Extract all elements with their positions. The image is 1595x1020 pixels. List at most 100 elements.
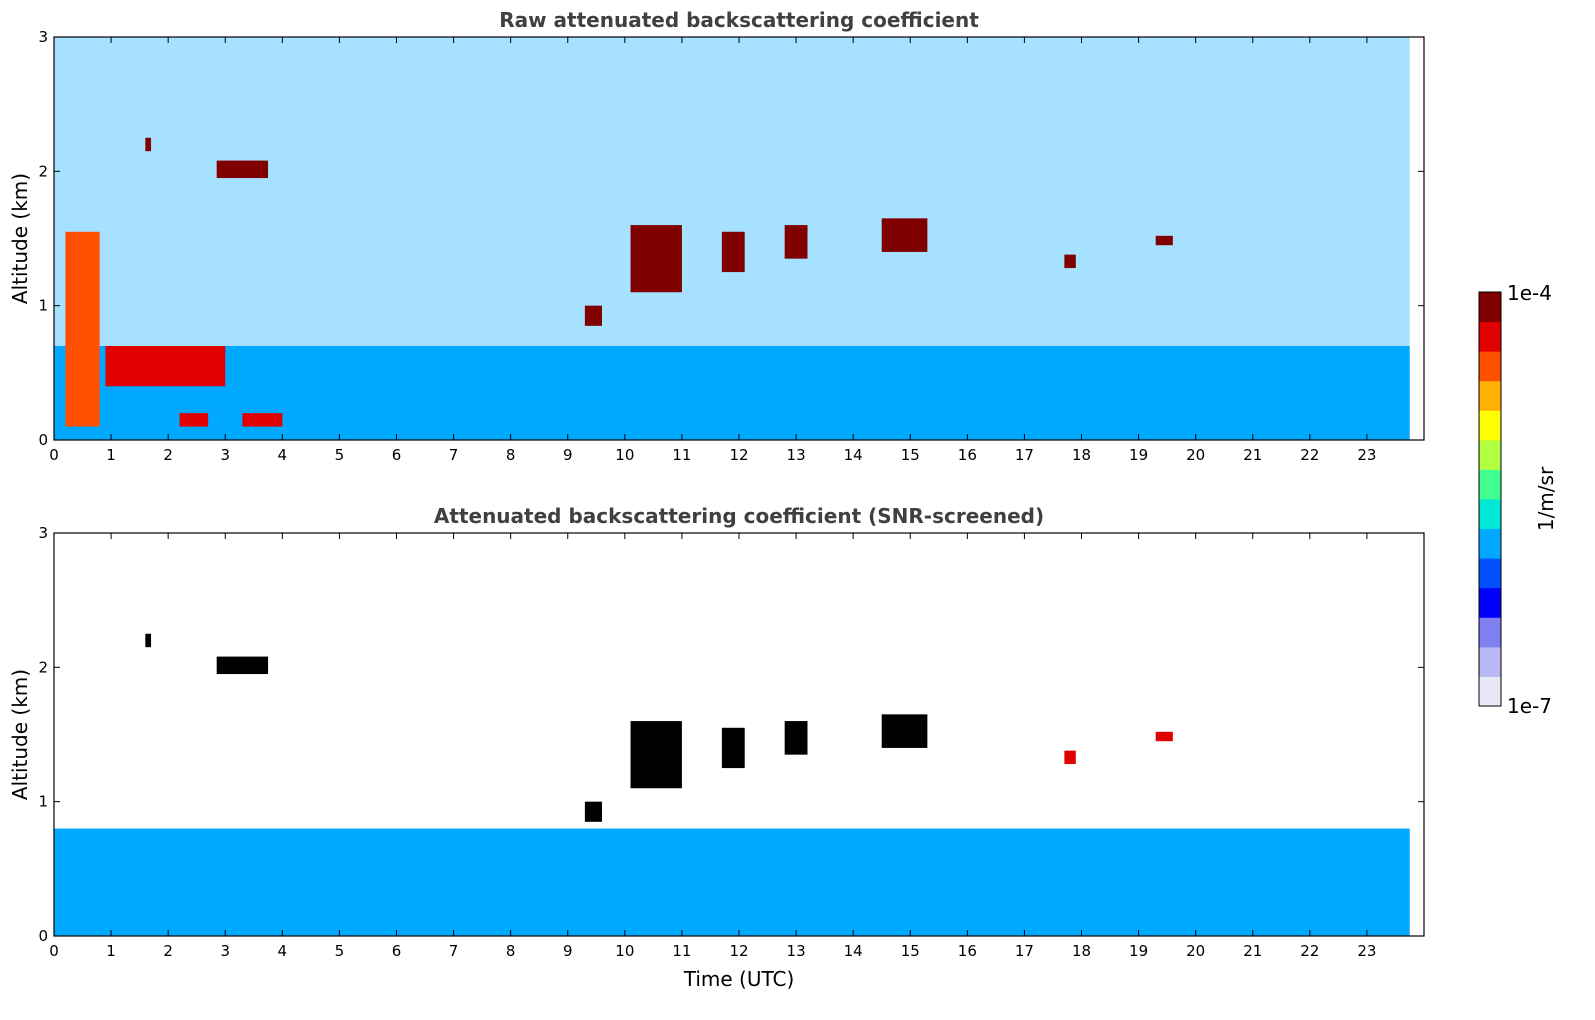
x-tick-label: 3 (220, 942, 230, 960)
y-tick-label: 2 (38, 658, 48, 676)
x-tick-label: 2 (163, 446, 173, 464)
colorbar-swatch (1479, 587, 1501, 618)
bottom-panel-heatmap (54, 633, 1410, 936)
colorbar-swatch (1479, 410, 1501, 441)
x-tick-label: 15 (901, 942, 920, 960)
x-tick-label: 9 (563, 942, 573, 960)
y-tick-label: 2 (38, 162, 48, 180)
heatmap-boundary-layer (54, 828, 1410, 936)
heatmap-cloud-layer (105, 345, 226, 387)
x-tick-label: 12 (729, 446, 748, 464)
y-tick-label: 1 (38, 297, 48, 315)
y-tick-label: 1 (38, 793, 48, 811)
x-tick-label: 1 (106, 942, 116, 960)
heatmap-cloud-layer (584, 305, 602, 326)
x-tick-label: 5 (335, 942, 345, 960)
y-tick-label: 0 (38, 431, 48, 449)
x-tick-label: 19 (1129, 446, 1148, 464)
x-tick-label: 23 (1357, 942, 1376, 960)
colorbar-swatch (1479, 558, 1501, 589)
top-panel-title: Raw attenuated backscattering coefficien… (499, 8, 979, 32)
colorbar-swatch (1479, 469, 1501, 500)
x-tick-label: 16 (958, 446, 977, 464)
x-tick-label: 2 (163, 942, 173, 960)
heatmap-cloud-layer (1155, 235, 1173, 246)
x-tick-label: 6 (392, 446, 402, 464)
x-tick-label: 10 (615, 446, 634, 464)
heatmap-cloud-layer (216, 656, 269, 675)
heatmap-cloud-layer (784, 225, 808, 259)
bottom-panel-x-ticks: 0 1 2 3 4 5 6 7 8 9 10 11 12 13 14 15 16 17 18 19 20 21 22 23 (49, 533, 1376, 960)
bottom-panel-y-axis-label: Altitude (km) (8, 669, 32, 800)
top-panel-y-ticks: 0 1 2 3 (38, 28, 1424, 449)
heatmap-cloud-layer (721, 727, 745, 769)
y-tick-label: 3 (38, 28, 48, 46)
heatmap-cloud-layer (784, 721, 808, 755)
heatmap-cloud-layer (630, 721, 682, 789)
x-tick-label: 7 (449, 942, 459, 960)
top-panel-heatmap (54, 37, 1410, 440)
heatmap-cloud-layer (65, 231, 100, 427)
colorbar-swatch (1479, 528, 1501, 559)
x-tick-label: 0 (49, 942, 59, 960)
bottom-panel-title: Attenuated backscattering coefficient (S… (434, 504, 1044, 528)
heatmap-cloud-layer (721, 231, 745, 273)
x-tick-label: 11 (672, 942, 691, 960)
bottom-panel: Attenuated backscattering coefficient (S… (8, 504, 1425, 991)
x-tick-label: 23 (1357, 446, 1376, 464)
colorbar-swatch (1479, 351, 1501, 382)
colorbar-swatch (1479, 321, 1501, 352)
colorbar-swatch (1479, 617, 1501, 648)
x-tick-label: 17 (1015, 446, 1034, 464)
top-panel-y-axis-label: Altitude (km) (8, 173, 32, 304)
x-tick-label: 14 (844, 942, 863, 960)
x-tick-label: 18 (1072, 446, 1091, 464)
colorbar: 1e-4 1e-7 1/m/sr (1478, 281, 1558, 718)
x-tick-label: 5 (335, 446, 345, 464)
colorbar-frame (1478, 291, 1502, 707)
bottom-panel-y-ticks: 0 1 2 3 (38, 524, 1424, 945)
heatmap-cloud-layer (145, 633, 152, 648)
colorbar-swatch (1479, 499, 1501, 530)
x-axis-label: Time (UTC) (683, 967, 795, 991)
x-tick-label: 13 (787, 942, 806, 960)
x-tick-label: 20 (1186, 942, 1205, 960)
x-tick-label: 22 (1300, 446, 1319, 464)
x-tick-label: 19 (1129, 942, 1148, 960)
x-tick-label: 20 (1186, 446, 1205, 464)
x-tick-label: 13 (787, 446, 806, 464)
x-tick-label: 17 (1015, 942, 1034, 960)
x-tick-label: 8 (506, 446, 516, 464)
heatmap-cloud-layer (145, 137, 152, 152)
y-tick-label: 0 (38, 927, 48, 945)
heatmap-cloud-layer (584, 801, 602, 822)
y-tick-label: 3 (38, 524, 48, 542)
colorbar-max-label: 1e-4 (1507, 281, 1552, 305)
x-tick-label: 22 (1300, 942, 1319, 960)
heatmap-cloud-layer (242, 413, 283, 427)
colorbar-swatch (1479, 676, 1501, 707)
top-panel-x-ticks: 0 1 2 3 4 5 6 7 8 9 10 11 12 13 14 15 16 17 18 19 20 21 22 23 (49, 37, 1376, 464)
x-tick-label: 4 (278, 942, 288, 960)
x-tick-label: 15 (901, 446, 920, 464)
heatmap-cloud-layer (881, 218, 928, 252)
x-tick-label: 1 (106, 446, 116, 464)
x-tick-label: 12 (729, 942, 748, 960)
heatmap-cloud-layer (1064, 750, 1076, 765)
heatmap-cloud-layer (630, 225, 682, 293)
colorbar-swatch (1479, 380, 1501, 411)
heatmap-noise-region (54, 37, 1410, 346)
colorbar-swatch (1479, 292, 1501, 323)
colorbar-min-label: 1e-7 (1507, 694, 1552, 718)
x-tick-label: 7 (449, 446, 459, 464)
heatmap-cloud-layer (881, 714, 928, 748)
x-tick-label: 10 (615, 942, 634, 960)
top-panel: Raw attenuated backscattering coefficien… (8, 8, 1425, 464)
x-tick-label: 16 (958, 942, 977, 960)
heatmap-cloud-layer (1155, 731, 1173, 742)
x-tick-label: 21 (1243, 942, 1262, 960)
heatmap-cloud-layer (1064, 254, 1076, 269)
colorbar-scale (1479, 292, 1501, 707)
x-tick-label: 14 (844, 446, 863, 464)
